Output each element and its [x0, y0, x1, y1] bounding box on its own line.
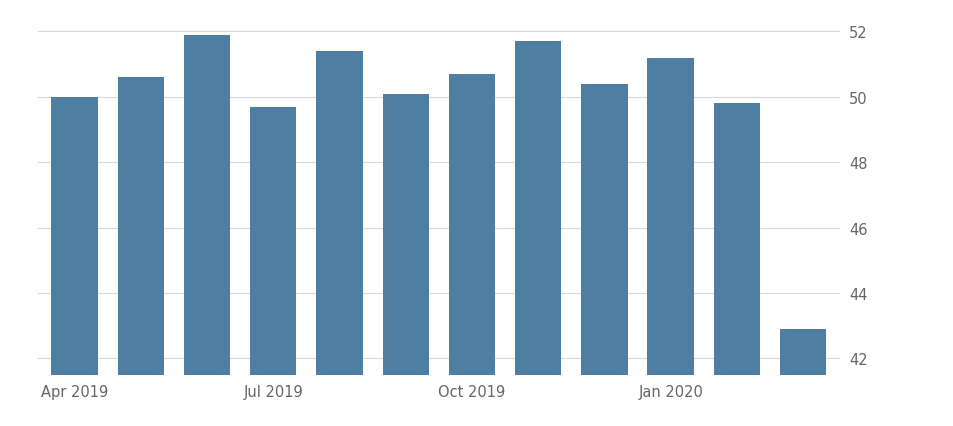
Bar	[448, 75, 495, 426]
Bar	[117, 78, 164, 426]
Bar	[580, 84, 627, 426]
Bar	[250, 107, 296, 426]
Bar	[184, 36, 230, 426]
Bar	[515, 42, 560, 426]
Bar	[780, 329, 825, 426]
Bar	[647, 58, 693, 426]
Bar	[51, 98, 97, 426]
Bar	[713, 104, 760, 426]
Bar	[382, 94, 429, 426]
Bar	[316, 52, 362, 426]
